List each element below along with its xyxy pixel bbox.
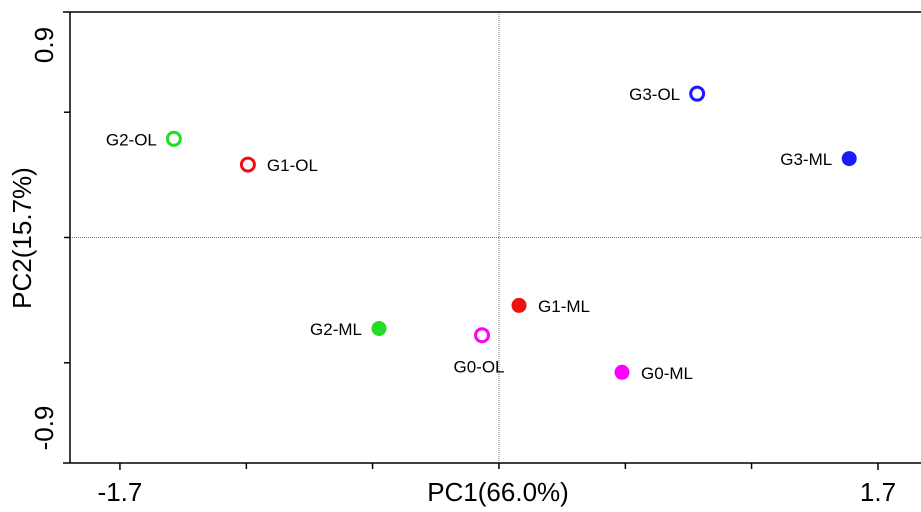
point-label: G2-ML [310, 320, 362, 339]
y-axis-label: PC2(15.7%) [7, 167, 37, 309]
point-label: G3-OL [629, 85, 680, 104]
point-label: G0-OL [453, 358, 504, 377]
point [239, 156, 256, 173]
point [165, 130, 182, 147]
x-tick-label: -1.7 [98, 477, 143, 507]
point-label: G1-OL [267, 156, 318, 175]
point [474, 327, 491, 344]
y-tick-label: -0.9 [29, 406, 59, 451]
point-label: G0-ML [641, 364, 693, 383]
point [689, 85, 706, 102]
point [371, 320, 387, 336]
point [511, 297, 527, 313]
point [614, 364, 630, 380]
point [841, 151, 857, 167]
point-label: G1-ML [538, 297, 590, 316]
point-label: G2-OL [106, 130, 157, 149]
x-axis-label: PC1(66.0%) [427, 477, 569, 507]
x-tick-label: 1.7 [860, 477, 896, 507]
y-tick-label: 0.9 [29, 27, 59, 63]
point-label: G3-ML [780, 150, 832, 169]
